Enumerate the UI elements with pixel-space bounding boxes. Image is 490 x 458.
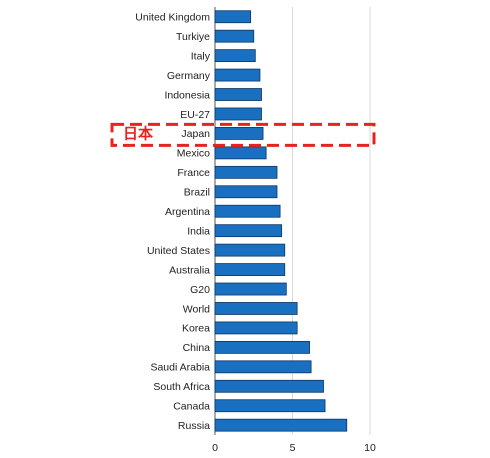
bar [214,165,278,179]
category-label: Germany [167,70,211,82]
category-label: World [183,303,210,315]
category-label: Saudi Arabia [150,362,210,374]
bar [214,68,261,82]
bar [214,282,287,296]
highlight-box [110,122,376,147]
category-label: India [187,225,210,237]
x-tick-label: 0 [212,442,218,454]
category-label: Italy [191,50,211,62]
bar [214,379,324,393]
category-label: United States [147,245,210,257]
bars [214,10,348,432]
bar [214,399,326,413]
category-label: Australia [169,264,210,276]
bar [214,243,286,257]
category-label: China [183,342,211,354]
annotation-label: 日本 [123,124,153,142]
highlight-annotation: 日本 [110,122,376,147]
bar [214,360,312,374]
category-label: G20 [190,284,210,296]
category-label: Canada [173,401,210,413]
bar [214,321,298,335]
bar [214,204,281,218]
bar [214,340,310,354]
category-label: Russia [178,420,210,432]
category-label: Indonesia [164,89,210,101]
bar [214,88,262,101]
bar [214,29,255,43]
bar [214,146,267,160]
bar [214,127,264,140]
bar [214,263,286,276]
bar [214,224,283,238]
category-label: South Africa [153,381,210,393]
bar [214,10,252,24]
bar [214,107,262,121]
category-label: France [177,167,210,179]
bar [214,185,278,199]
category-label: Argentina [165,206,210,218]
x-tick-label: 10 [364,442,376,454]
bar [214,418,348,432]
category-label: Japan [181,128,210,140]
x-axis-ticks: 0 5 10 [212,442,376,454]
bar [214,302,298,315]
bar [214,49,256,63]
category-label: EU-27 [180,109,210,121]
category-label: United Kingdom [135,12,210,24]
category-label: Brazil [184,187,210,199]
category-label: Turkiye [176,31,210,43]
category-label: Mexico [177,148,210,160]
x-tick-label: 5 [290,442,296,454]
category-label: Korea [182,323,210,335]
category-labels: United Kingdom Turkiye Italy Germany Indones… [135,12,210,432]
